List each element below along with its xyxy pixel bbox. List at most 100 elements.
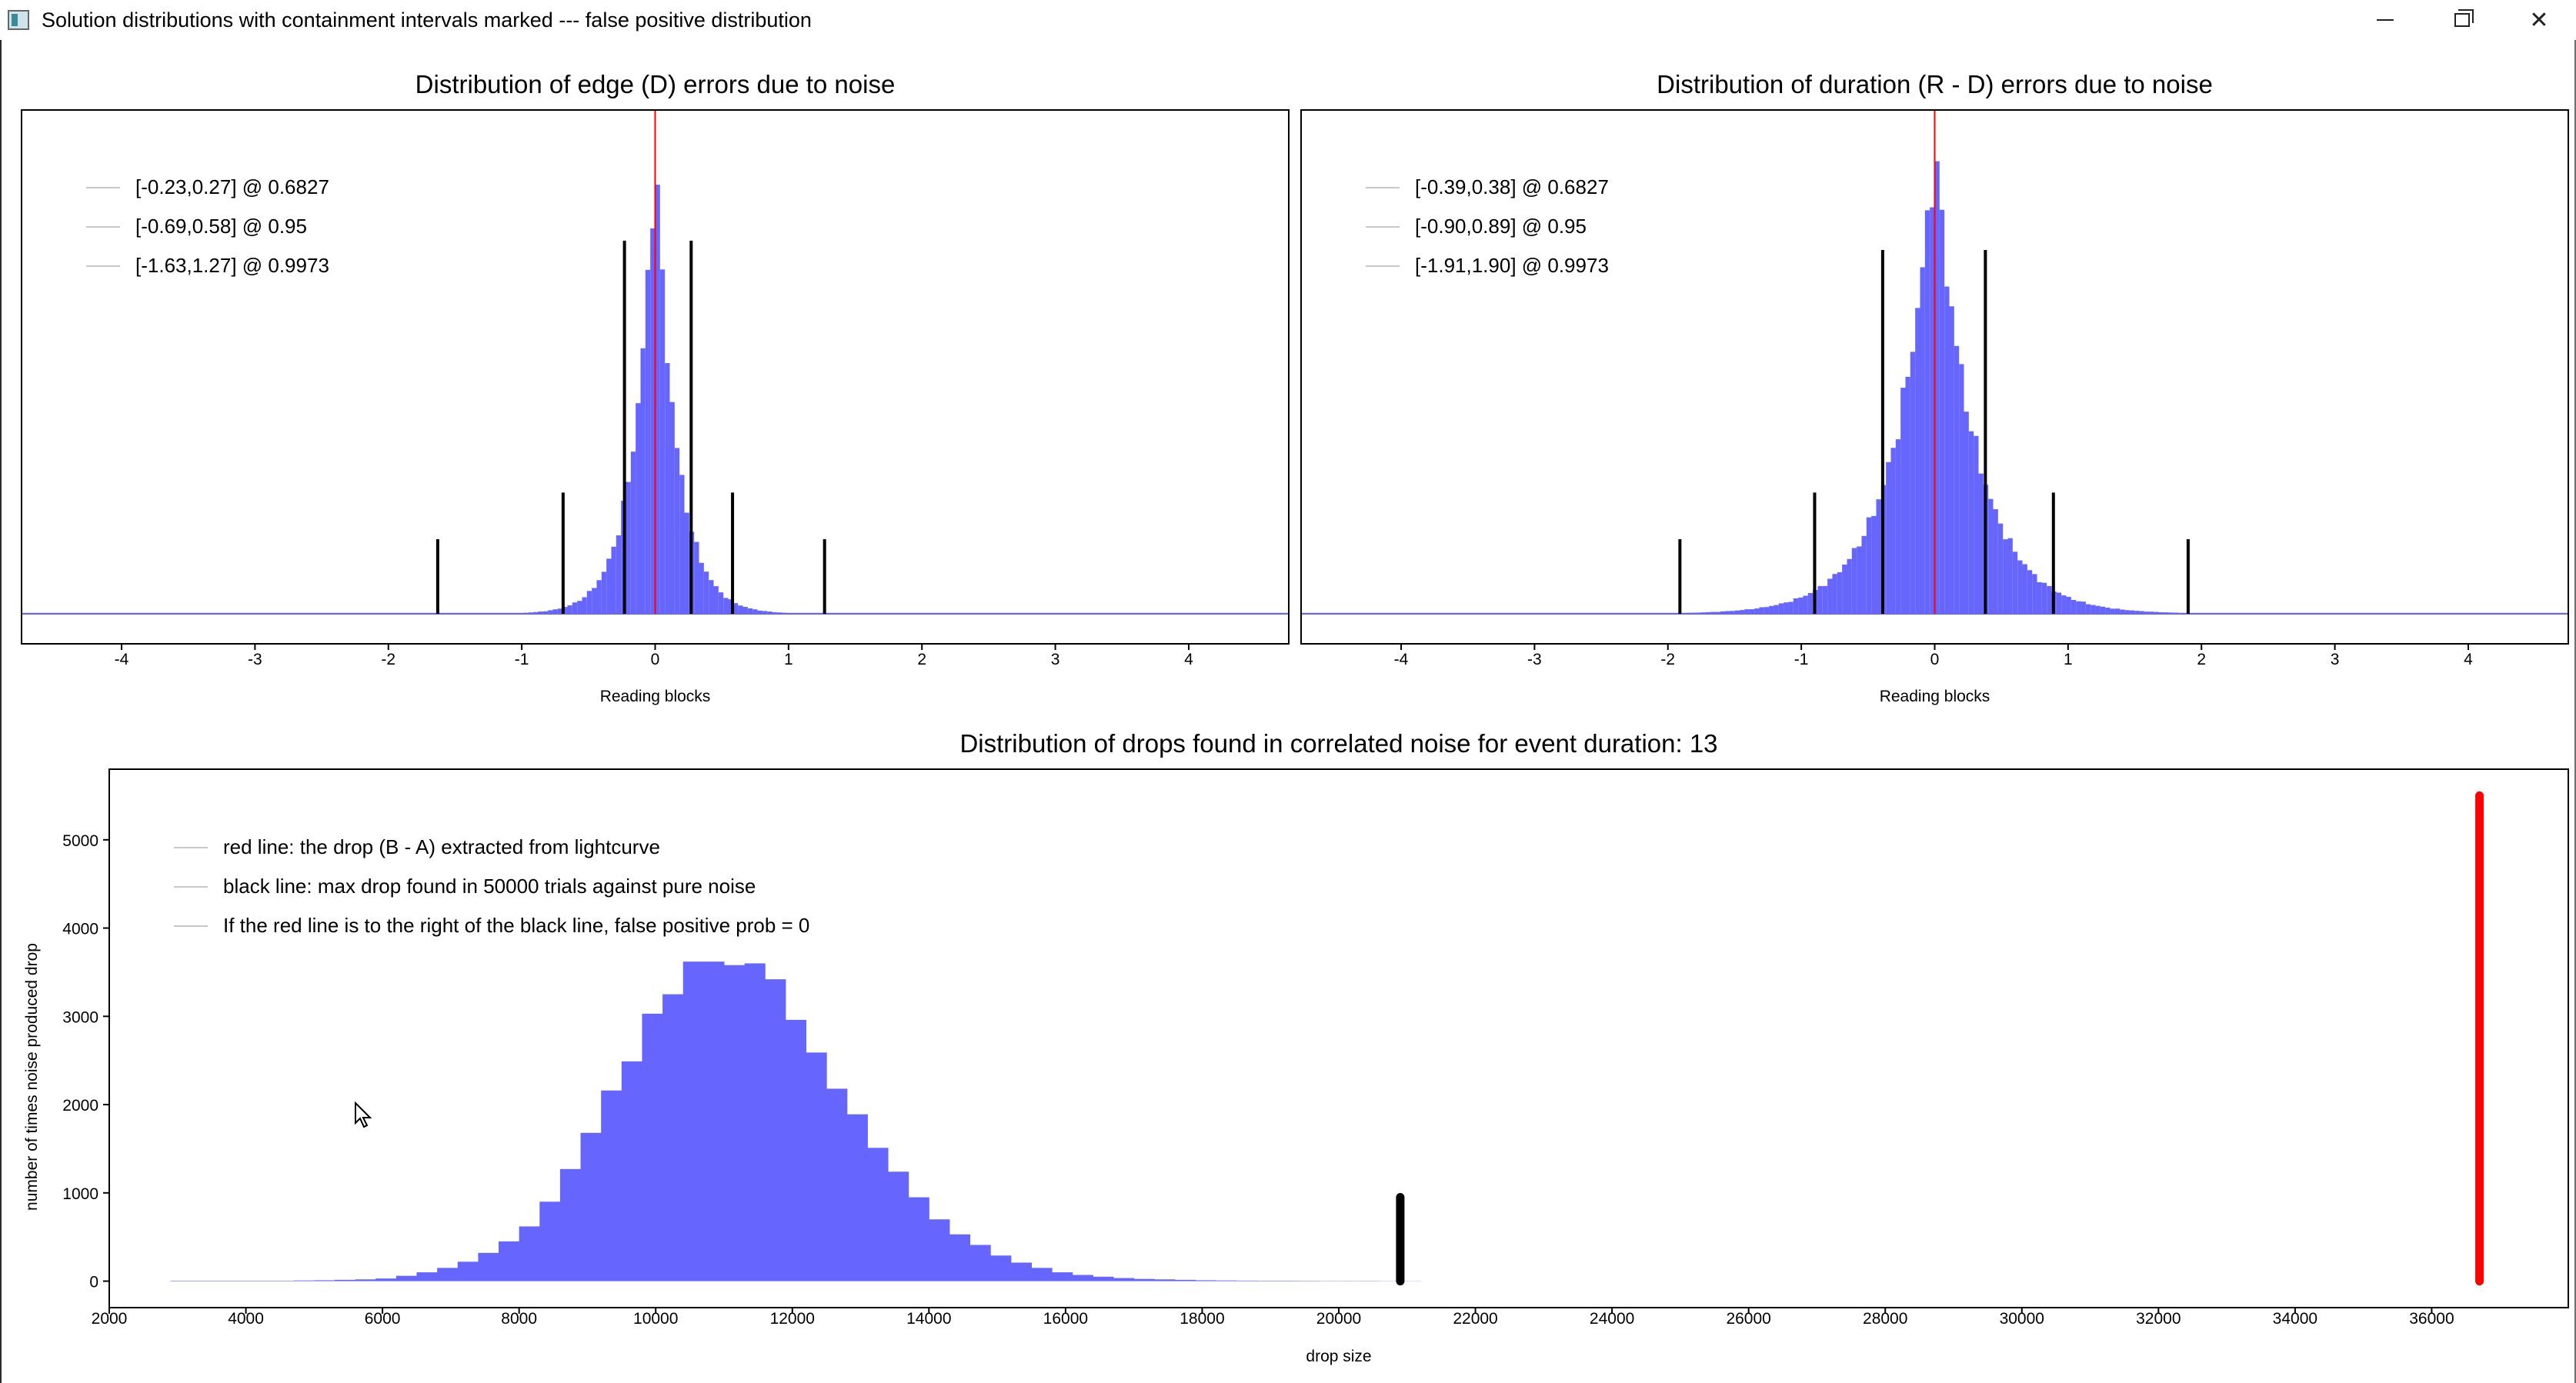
histogram-bar xyxy=(596,580,602,614)
histogram-bar xyxy=(1968,431,1974,614)
histogram-bar xyxy=(682,961,704,1281)
histogram-bar xyxy=(1857,546,1862,614)
histogram-bar xyxy=(2110,608,2115,614)
histogram-bar xyxy=(1052,1272,1073,1281)
histogram-bar xyxy=(674,448,680,614)
histogram-bar xyxy=(1895,439,1901,614)
histogram-bar xyxy=(2080,602,2086,614)
x-tick-label: 10000 xyxy=(633,1310,678,1328)
histogram-bar xyxy=(1749,609,1755,614)
histogram-bar xyxy=(1954,345,1960,614)
histogram-bar xyxy=(621,1061,642,1281)
histogram-bar xyxy=(2085,604,2091,614)
legend: [-0.39,0.38] @ 0.6827 [-0.90,0.89] @ 0.95… xyxy=(1366,175,1609,277)
histogram-bar xyxy=(2149,612,2154,614)
minimize-icon xyxy=(2377,19,2394,21)
histogram-bar xyxy=(2047,585,2052,614)
histogram-bar xyxy=(557,608,563,614)
histogram-bar xyxy=(990,1255,1012,1281)
histogram-bar xyxy=(684,512,689,614)
histogram-bar xyxy=(2090,605,2096,614)
histogram-bar xyxy=(2144,612,2150,614)
histogram-bar xyxy=(662,994,684,1281)
histogram-bar xyxy=(1905,376,1910,614)
histogram-bar xyxy=(548,610,553,614)
x-tick-label: 20000 xyxy=(1316,1310,1361,1328)
histogram-bar xyxy=(601,1090,622,1281)
histogram-bar xyxy=(1133,1278,1155,1281)
histogram-bar xyxy=(1827,578,1833,614)
histogram-bar xyxy=(1851,548,1857,614)
histogram-bar xyxy=(1993,508,1998,614)
minimize-button[interactable] xyxy=(2347,0,2424,40)
plot-title: Distribution of drops found in correlate… xyxy=(959,729,1717,758)
histogram-bar xyxy=(577,601,582,614)
histogram-bar xyxy=(738,605,743,614)
histogram-bar xyxy=(826,1088,848,1281)
histogram-bar xyxy=(1822,585,1828,614)
legend-entry: [-1.91,1.90] @ 0.9973 xyxy=(1415,254,1609,277)
histogram-bar xyxy=(1974,435,1979,614)
histogram-bar xyxy=(1705,612,1711,614)
histogram-bar xyxy=(785,1019,807,1281)
histogram-bar xyxy=(1725,611,1730,614)
legend-entry: [-0.69,0.58] @ 0.95 xyxy=(135,215,307,238)
legend-entry: [-0.39,0.38] @ 0.6827 xyxy=(1415,175,1609,198)
histogram-bar xyxy=(630,452,636,614)
x-tick-label: 12000 xyxy=(770,1310,815,1328)
histogram-bar xyxy=(2095,605,2101,614)
histogram-bar xyxy=(1861,535,1867,614)
histogram-bar xyxy=(616,535,622,614)
histogram-bar xyxy=(375,1278,397,1281)
histogram-bar xyxy=(747,608,753,614)
histogram-bar xyxy=(611,546,616,614)
histogram-bar xyxy=(2032,574,2037,614)
histogram-bar xyxy=(542,611,549,614)
histogram-bar xyxy=(650,228,656,614)
histogram-bar xyxy=(1900,388,1906,614)
histogram-bar xyxy=(572,602,578,614)
window-border-right xyxy=(2574,40,2576,1383)
x-tick-label: -3 xyxy=(248,651,262,668)
histogram-bar xyxy=(601,572,607,614)
histogram-bar xyxy=(2070,599,2077,614)
plot-title: Distribution of edge (D) errors due to n… xyxy=(415,70,896,98)
x-tick-label: 30000 xyxy=(2000,1310,2044,1328)
x-tick-label: 1 xyxy=(2064,651,2073,668)
histogram-bar xyxy=(1866,517,1872,614)
plot-title: Distribution of duration (R - D) errors … xyxy=(1657,70,2213,98)
mouse-cursor-icon xyxy=(355,1101,372,1128)
histogram-bar xyxy=(2037,582,2042,614)
histogram-bar xyxy=(642,1013,663,1281)
histogram-bar xyxy=(2061,595,2067,614)
close-button[interactable]: ✕ xyxy=(2501,0,2576,40)
histogram-bar xyxy=(2056,592,2062,614)
histogram-bar xyxy=(1715,612,1720,614)
histogram-bar xyxy=(1930,207,1935,614)
app-icon xyxy=(8,10,29,30)
histogram-bar xyxy=(2124,610,2130,614)
close-icon: ✕ xyxy=(2529,7,2549,33)
histogram-bar xyxy=(2027,570,2033,614)
histogram-bar xyxy=(757,610,762,614)
histogram-bar xyxy=(969,1245,991,1281)
histogram-bar xyxy=(538,612,543,614)
histogram-bar xyxy=(1924,210,1930,615)
x-tick-label: 36000 xyxy=(2409,1310,2454,1328)
x-tick-label: 0 xyxy=(1930,651,1940,668)
histogram-bar xyxy=(334,1279,356,1281)
histogram-bars xyxy=(170,961,1422,1281)
x-tick-label: -4 xyxy=(115,651,129,668)
legend: [-0.23,0.27] @ 0.6827 [-0.69,0.58] @ 0.95… xyxy=(86,175,329,277)
maximize-button[interactable] xyxy=(2424,0,2501,40)
x-tick-label: 3 xyxy=(1051,651,1060,668)
histogram-bar xyxy=(592,588,597,614)
histogram-bar xyxy=(2017,560,2023,614)
x-tick-label: 0 xyxy=(651,651,660,668)
histogram-bar xyxy=(744,963,766,1281)
x-tick-label: -1 xyxy=(1794,651,1809,668)
histogram-bar xyxy=(2105,607,2111,614)
x-tick-label: 32000 xyxy=(2136,1310,2181,1328)
histogram-bar xyxy=(2154,612,2159,614)
histogram-bar xyxy=(1113,1278,1135,1281)
